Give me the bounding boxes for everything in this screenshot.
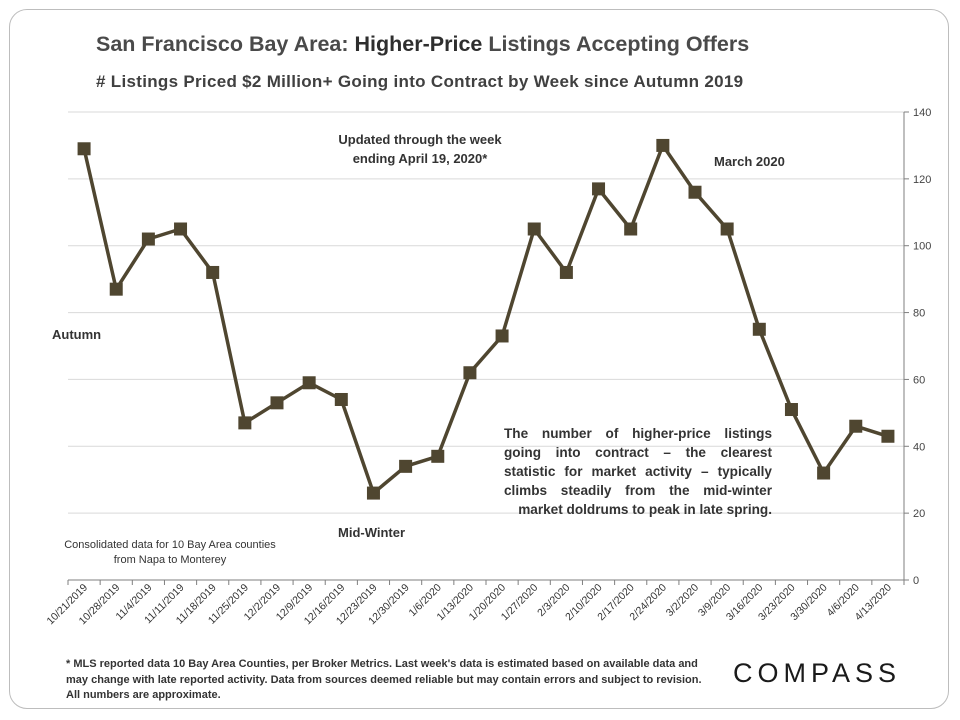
data-point [109, 282, 123, 296]
series-line [82, 143, 889, 495]
compass-logo: COMPASS [733, 658, 902, 688]
data-point [270, 396, 284, 410]
midwinter-label: Mid-Winter [338, 525, 406, 540]
page-title: San Francisco Bay Area: Higher-Price Lis… [96, 32, 750, 56]
series-markers [77, 138, 895, 500]
data-point [688, 185, 702, 199]
data-point [624, 222, 638, 236]
y-tick-label: 20 [913, 508, 925, 520]
y-tick-label: 0 [913, 575, 919, 587]
footnote: * MLS reported data 10 Bay Area Counties… [66, 658, 702, 701]
data-point [77, 142, 91, 156]
data-point [334, 392, 348, 406]
data-point [238, 416, 252, 430]
data-point [431, 449, 445, 463]
y-axis: 0 20 40 60 80 100 120 140 [67, 107, 931, 587]
slide-frame [9, 9, 949, 709]
data-point [559, 265, 573, 279]
data-point [399, 459, 413, 473]
callout-text: The number of higher-price listings goin… [504, 426, 772, 517]
data-point [463, 366, 477, 380]
data-point [141, 232, 155, 246]
page-subtitle: # Listings Priced $2 Million+ Going into… [96, 72, 744, 91]
data-point [174, 222, 188, 236]
data-point [656, 138, 670, 152]
march-label: March 2020 [714, 154, 785, 169]
x-axis-labels: 10/21/201910/28/201911/4/201911/11/20191… [45, 582, 895, 628]
updated-note: Updated through the week ending April 19… [338, 132, 502, 166]
y-tick-label: 40 [913, 441, 925, 453]
grid-lines [68, 111, 904, 514]
data-point [817, 466, 831, 480]
consolidated-note: Consolidated data for 10 Bay Area counti… [64, 539, 276, 566]
data-point [592, 182, 606, 196]
y-tick-label: 120 [913, 174, 931, 186]
x-tick-label: 3/2/2020 [664, 582, 701, 619]
series-line-path [82, 143, 889, 495]
data-point [366, 486, 380, 500]
data-point [720, 222, 734, 236]
y-tick-label: 100 [913, 241, 931, 253]
data-point [302, 376, 316, 390]
data-point [206, 265, 220, 279]
data-point [752, 322, 766, 336]
data-point [495, 329, 509, 343]
autumn-label: Autumn [52, 327, 102, 342]
data-point [784, 403, 798, 417]
data-point [849, 419, 863, 433]
data-point [881, 429, 895, 443]
data-point [527, 222, 541, 236]
y-tick-label: 60 [913, 374, 925, 386]
y-tick-label: 80 [913, 308, 925, 320]
y-tick-label: 140 [913, 107, 931, 119]
